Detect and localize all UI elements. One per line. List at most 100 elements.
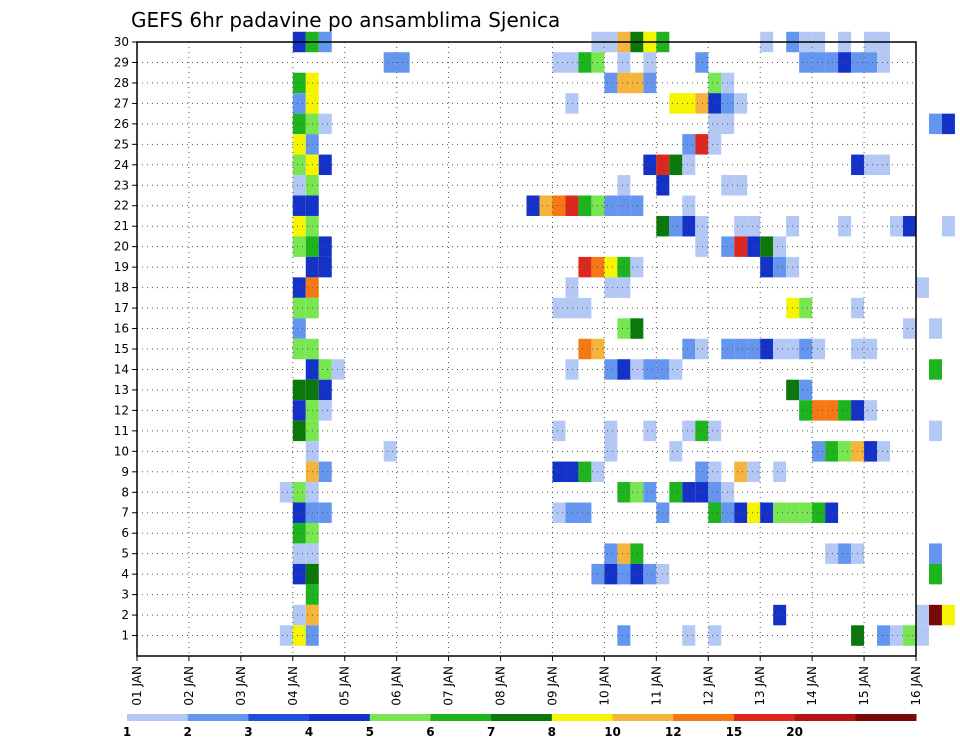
heatmap-cell (292, 420, 306, 442)
heatmap-cell (565, 277, 579, 298)
heatmap-cell (318, 379, 332, 401)
x-tick-label: 16 JAN (909, 666, 923, 706)
colorbar-swatch (855, 714, 917, 721)
colorbar-label: 8 (548, 725, 556, 739)
x-tick-label: 03 JAN (234, 666, 248, 706)
heatmap-cell (292, 400, 306, 421)
heatmap-cell (552, 502, 566, 523)
heatmap-cell (565, 297, 579, 319)
heatmap-cell (617, 563, 631, 585)
heatmap-cell (669, 154, 683, 176)
heatmap-cell (760, 236, 774, 257)
heatmap-cell (331, 359, 345, 380)
heatmap-cell (292, 113, 306, 135)
heatmap-cell (292, 297, 306, 319)
heatmap-cell (747, 502, 761, 523)
y-tick-label: 21 (114, 219, 129, 233)
heatmap-cell (617, 318, 631, 339)
heatmap-cell (630, 359, 644, 380)
heatmap-cell (565, 52, 579, 73)
heatmap-cell (617, 543, 631, 564)
heatmap-cell (916, 604, 929, 626)
heatmap-cell (825, 543, 839, 564)
heatmap-cell (383, 441, 397, 462)
heatmap-cell (643, 420, 657, 442)
heatmap-cell (799, 297, 813, 319)
y-tick-label: 9 (121, 465, 129, 479)
y-tick-label: 27 (114, 96, 129, 110)
y-tick-label: 28 (114, 76, 129, 90)
heatmap-cell (695, 93, 709, 114)
x-tick-label: 15 JAN (857, 666, 871, 706)
colorbar-label: 5 (366, 725, 374, 739)
heatmap-cell (292, 154, 306, 176)
heatmap-cell (941, 604, 955, 626)
heatmap-cell (864, 441, 878, 462)
heatmap-cell (708, 461, 722, 483)
colorbar-swatch (369, 714, 431, 721)
heatmap-cell (864, 400, 878, 421)
colorbar-label: 1 (123, 725, 131, 739)
colorbar-swatch (733, 714, 796, 721)
heatmap-cell (604, 441, 618, 462)
heatmap-cell (838, 441, 852, 462)
heatmap-cell (682, 482, 696, 503)
heatmap-cell (292, 502, 306, 523)
heatmap-cell (292, 72, 306, 94)
y-tick-label: 4 (121, 567, 129, 581)
heatmap-cell (643, 563, 657, 585)
heatmap-cell (734, 236, 748, 257)
heatmap-cell (669, 441, 683, 462)
heatmap-cell (292, 318, 306, 339)
heatmap-cell (604, 195, 618, 216)
heatmap-cell (578, 52, 592, 73)
colorbar-swatch (127, 714, 189, 721)
heatmap-cell (708, 502, 722, 523)
heatmap-cells (279, 31, 955, 646)
heatmap-cell (292, 195, 306, 216)
colorbar-swatch (248, 714, 310, 721)
heatmap-cell (396, 52, 410, 73)
heatmap-cell (292, 338, 306, 360)
heatmap-cell (604, 256, 618, 278)
heatmap-cell (928, 604, 942, 626)
heatmap-cell (604, 420, 618, 442)
heatmap-cell (617, 52, 631, 73)
y-tick-label: 5 (121, 547, 129, 561)
heatmap-cell (318, 113, 332, 135)
heatmap-cell (773, 236, 787, 257)
heatmap-cell (682, 215, 696, 237)
heatmap-cell (928, 113, 942, 135)
heatmap-cell (734, 215, 748, 237)
x-tick-label: 11 JAN (649, 666, 663, 706)
heatmap-cell (760, 338, 774, 360)
heatmap-cell (617, 72, 631, 94)
y-tick-label: 11 (114, 424, 129, 438)
x-tick-label: 13 JAN (753, 666, 767, 706)
heatmap-cell (928, 543, 942, 564)
heatmap-cell (643, 72, 657, 94)
heatmap-cell (682, 625, 696, 646)
heatmap-cell (643, 359, 657, 380)
heatmap-cell (292, 482, 306, 503)
y-tick-label: 15 (114, 342, 129, 356)
heatmap-cell (903, 625, 916, 646)
x-axis: 01 JAN 02 JAN 03 JAN 04 JAN 05 JAN 06 JAN 07 J… (130, 656, 923, 706)
heatmap-cell (773, 502, 787, 523)
y-tick-label: 26 (114, 117, 129, 131)
heatmap-cell (682, 420, 696, 442)
heatmap-cell (864, 338, 878, 360)
heatmap-cell (903, 215, 916, 237)
y-tick-label: 23 (114, 178, 129, 192)
heatmap-cell (565, 195, 579, 216)
heatmap-cell (604, 359, 618, 380)
heatmap-cell (773, 256, 787, 278)
heatmap-cell (682, 154, 696, 176)
heatmap-cell (877, 625, 891, 646)
heatmap-cell (292, 604, 306, 626)
heatmap-cell (578, 338, 592, 360)
colorbar-label: 12 (665, 725, 682, 739)
y-tick-label: 22 (114, 199, 129, 213)
y-tick-label: 20 (114, 240, 129, 254)
heatmap-cell (630, 318, 644, 339)
